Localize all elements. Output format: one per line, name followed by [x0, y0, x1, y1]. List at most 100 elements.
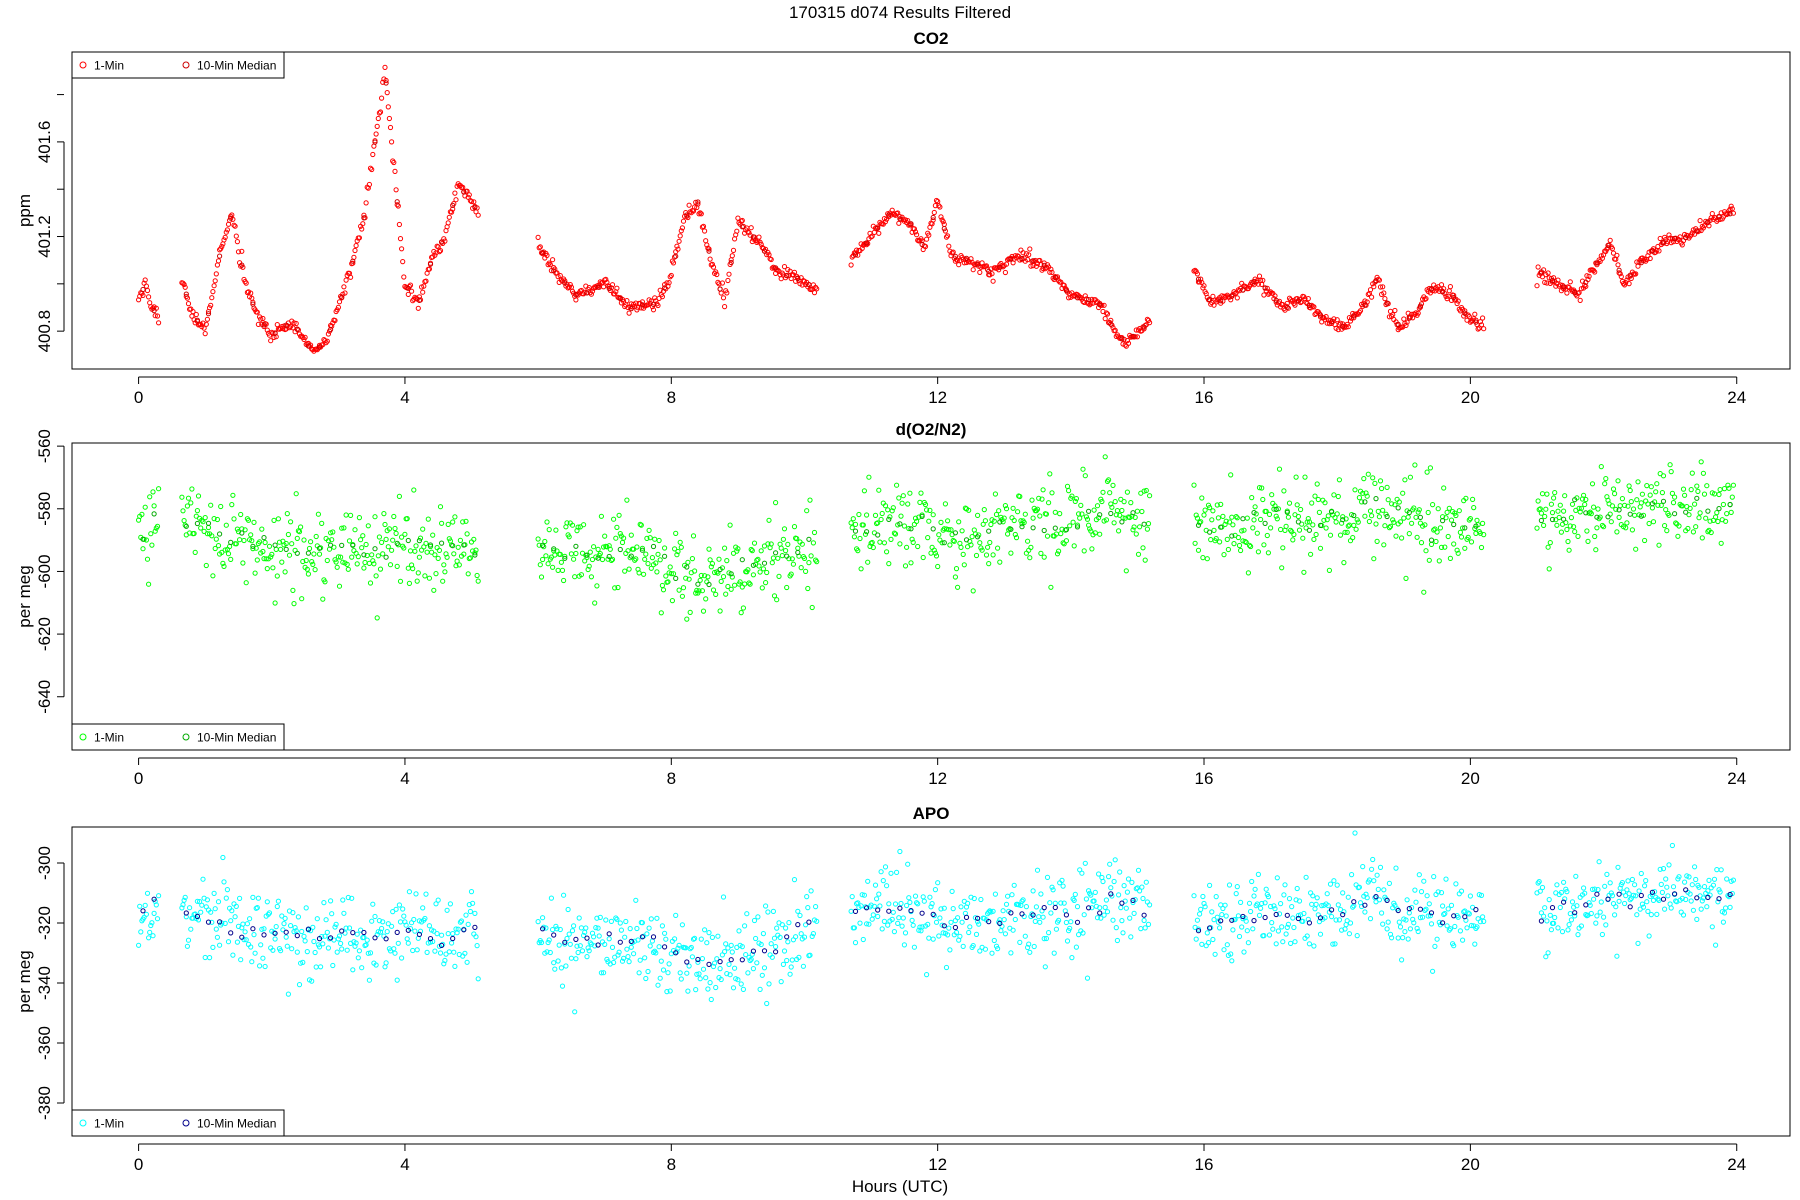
- data-point: [769, 954, 775, 960]
- median-point: [1229, 293, 1235, 299]
- data-point: [990, 278, 996, 284]
- data-point: [930, 512, 936, 518]
- data-point: [1092, 530, 1098, 536]
- data-point: [1622, 900, 1628, 907]
- median-point: [952, 530, 959, 536]
- data-point: [402, 531, 408, 537]
- data-point: [212, 906, 218, 912]
- data-point: [377, 109, 384, 115]
- data-point: [628, 532, 634, 538]
- data-point: [1219, 912, 1225, 918]
- data-point: [696, 588, 702, 594]
- data-point: [804, 508, 810, 514]
- data-point: [365, 950, 371, 956]
- data-point: [348, 274, 354, 280]
- data-point: [1223, 293, 1229, 299]
- data-point: [248, 944, 254, 950]
- data-point: [796, 954, 802, 961]
- data-point: [724, 971, 730, 977]
- data-point: [1604, 871, 1610, 878]
- data-point: [758, 548, 764, 554]
- data-point: [228, 918, 234, 924]
- data-point: [911, 944, 918, 950]
- data-point: [1130, 527, 1136, 533]
- data-point: [450, 519, 456, 525]
- data-point: [754, 960, 760, 966]
- median-point: [350, 930, 356, 936]
- data-point: [1446, 505, 1452, 511]
- data-point: [546, 937, 552, 943]
- data-point: [1587, 902, 1593, 908]
- data-point: [1581, 492, 1587, 498]
- data-point: [1367, 287, 1374, 293]
- data-point: [1312, 906, 1318, 912]
- data-point: [1114, 937, 1121, 944]
- data-point: [1640, 904, 1647, 910]
- data-point: [1370, 856, 1376, 863]
- data-point: [1723, 518, 1729, 524]
- data-point: [1340, 890, 1346, 896]
- median-point: [228, 930, 234, 936]
- data-point: [1316, 509, 1323, 516]
- data-point: [464, 188, 470, 194]
- data-point: [1111, 520, 1117, 526]
- data-point: [449, 940, 455, 946]
- data-point: [309, 559, 315, 565]
- data-point: [440, 941, 446, 948]
- median-point: [394, 929, 400, 936]
- data-point: [927, 507, 933, 513]
- data-point: [1382, 523, 1388, 529]
- data-point: [1306, 519, 1313, 525]
- data-point: [445, 521, 451, 528]
- data-point: [1474, 924, 1480, 930]
- median-point: [1130, 333, 1136, 339]
- data-point: [714, 956, 720, 962]
- data-point: [597, 914, 603, 921]
- data-point: [312, 949, 318, 956]
- data-point: [654, 569, 660, 575]
- data-point: [213, 926, 219, 932]
- data-point: [1694, 483, 1700, 489]
- data-point: [1379, 485, 1385, 492]
- data-point: [389, 139, 395, 145]
- data-point: [1094, 915, 1101, 921]
- data-point: [729, 949, 735, 955]
- data-point: [373, 573, 379, 579]
- data-point: [310, 561, 316, 568]
- data-point: [1475, 326, 1481, 332]
- data-point: [1441, 485, 1447, 491]
- data-point: [1685, 525, 1691, 532]
- data-point: [649, 938, 656, 944]
- median-point: [673, 575, 679, 582]
- data-point: [1200, 555, 1206, 561]
- data-point: [1306, 941, 1313, 947]
- data-point: [1697, 218, 1703, 224]
- data-point: [441, 562, 447, 568]
- data-point: [1119, 918, 1125, 924]
- data-point: [1372, 480, 1378, 486]
- data-point: [1282, 882, 1288, 888]
- median-point: [1572, 910, 1578, 916]
- data-point: [1010, 927, 1016, 933]
- data-point: [538, 574, 545, 580]
- median-point: [728, 259, 734, 266]
- median-point: [806, 282, 812, 288]
- data-point: [311, 938, 317, 945]
- data-point: [687, 609, 693, 616]
- median-point: [1063, 527, 1070, 533]
- median-point: [1705, 508, 1711, 514]
- data-point: [146, 935, 152, 941]
- data-point: [1002, 931, 1009, 937]
- data-point: [1422, 522, 1428, 528]
- data-point: [1108, 885, 1114, 891]
- data-point: [1332, 941, 1338, 947]
- median-point: [1340, 517, 1346, 523]
- data-point: [1700, 470, 1707, 476]
- data-point: [795, 545, 801, 551]
- data-point: [1308, 551, 1314, 557]
- data-point: [260, 315, 266, 322]
- data-point: [1356, 495, 1363, 501]
- data-point: [1198, 906, 1204, 913]
- data-point: [1404, 897, 1410, 903]
